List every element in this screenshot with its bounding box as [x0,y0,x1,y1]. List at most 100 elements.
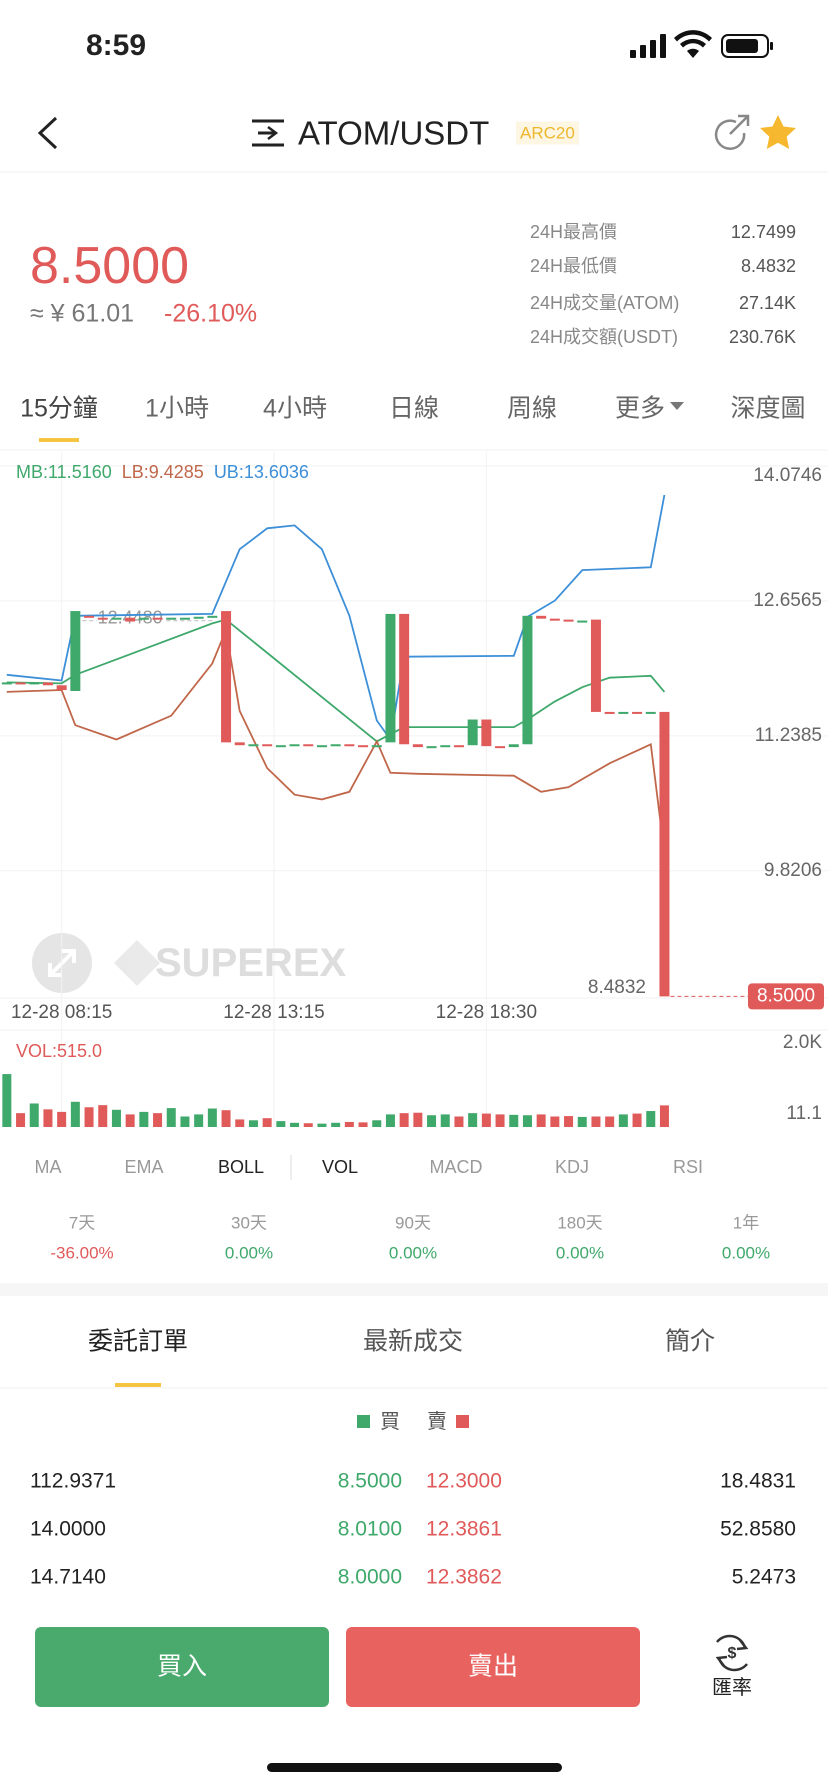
candle [508,744,519,748]
candle [385,613,396,743]
stat-value: 27.14K [738,293,796,313]
band-line [6,618,666,743]
candle [358,745,369,748]
indicator-tab[interactable]: KDJ [554,1157,590,1177]
period-label: 90天 [395,1213,431,1233]
period-tab[interactable]: 更多 [614,394,666,423]
sell-legend-swatch [456,1415,469,1428]
dropdown-arrow [670,402,684,410]
candle [604,711,615,714]
volume-bar [16,1113,26,1127]
period-tab[interactable]: 1小時 [145,394,209,423]
last-price-box [748,983,824,1010]
volume-bar [262,1118,272,1127]
stat-value: 8.4832 [740,256,796,276]
tab-underline [115,1383,161,1387]
rate-label[interactable]: 匯率 [712,1677,752,1699]
last-price: 8.5000 [30,237,190,295]
section-gap [0,1283,828,1296]
order-tab[interactable]: 最新成交 [362,1327,464,1356]
period-label: 1年 [732,1213,760,1233]
buy-button-label[interactable]: 買入 [156,1652,208,1681]
stat-value: 230.76K [728,327,796,347]
order-tab[interactable]: 簡介 [664,1327,716,1356]
candle [371,745,382,748]
ask-amount: 52.8580 [720,1517,796,1541]
y-tick-label: 8.4832 [588,977,646,998]
band-line [6,626,666,854]
last-price-label: 8.5000 [757,985,815,1006]
candle [412,744,423,748]
volume-tick-label: 11.1 [786,1103,822,1124]
period-tab[interactable]: 4小時 [263,394,327,423]
volume-bar [481,1113,491,1127]
candle [536,615,547,619]
period-change: -36.00% [50,1243,114,1263]
indicator-tab[interactable]: BOLL [217,1157,265,1177]
legend-entry: MB:11.5160 [16,462,112,482]
candle [193,616,204,619]
volume-bar [646,1111,656,1127]
period-label: 30天 [231,1213,267,1233]
rate-icon[interactable]: $ [715,1634,749,1672]
x-tick-label: 12-28 08:15 [11,1002,112,1023]
volume-bar [139,1111,149,1127]
volume-bar [248,1120,258,1127]
volume-bar [276,1121,286,1127]
volume-bar [84,1107,94,1127]
volume-bar [303,1123,313,1127]
candle [179,617,190,620]
candle [426,746,437,749]
period-tab[interactable]: 深度圖 [730,394,806,423]
pair-tag: ARC20 [516,121,579,145]
period-label: 180天 [557,1213,603,1233]
period-label: 7天 [68,1213,96,1233]
sell-button[interactable] [346,1627,640,1707]
stat-value: 12.7499 [730,222,796,242]
pair-title: ATOM/USDT [298,114,490,152]
candle [659,711,670,997]
ask-amount: 18.4831 [720,1469,796,1493]
candle [495,746,506,749]
favorite-star[interactable] [760,115,796,149]
volume-bar [235,1119,245,1127]
volume-bar [70,1101,80,1127]
indicator-tab[interactable]: MACD [429,1157,483,1177]
boll-legend: MB:11.5160 LB:9.4285 UB:13.6036 [16,463,319,481]
candle [56,685,67,691]
status-time: 8:59 [86,29,147,62]
back-button[interactable] [37,116,58,150]
volume-bar [372,1120,382,1127]
stat-label: 24H最高價 [530,222,618,242]
volume-bar [125,1114,135,1127]
buy-button[interactable] [35,1627,329,1707]
period-change: 0.00% [224,1243,274,1263]
candle [330,744,341,747]
volume-bar [591,1116,601,1127]
volume-bar [509,1114,519,1127]
period-tab[interactable]: 15分鐘 [20,394,98,423]
menu-icon[interactable] [252,119,284,147]
sell-button-label[interactable]: 賣出 [467,1652,519,1681]
candle [453,745,464,748]
order-tab[interactable]: 委託訂單 [87,1327,189,1356]
candle [262,744,273,747]
share-icon[interactable] [714,114,750,150]
candle [399,613,410,745]
indicator-tab[interactable]: MA [34,1157,62,1177]
volume-bar [577,1116,587,1127]
indicator-tab[interactable]: EMA [124,1157,164,1177]
candle [563,619,574,622]
period-tab[interactable]: 周線 [506,394,558,423]
y-tick-label: 14.0746 [753,465,822,486]
volume-bar [290,1122,300,1127]
candle [97,617,108,620]
period-tab[interactable]: 日線 [388,394,440,423]
volume-bar [440,1114,450,1127]
candle [111,617,122,620]
indicator-tab[interactable]: VOL [321,1157,359,1177]
bid-amount: 14.0000 [30,1517,106,1541]
indicator-tab[interactable]: RSI [672,1157,704,1177]
volume-bar [153,1113,163,1127]
